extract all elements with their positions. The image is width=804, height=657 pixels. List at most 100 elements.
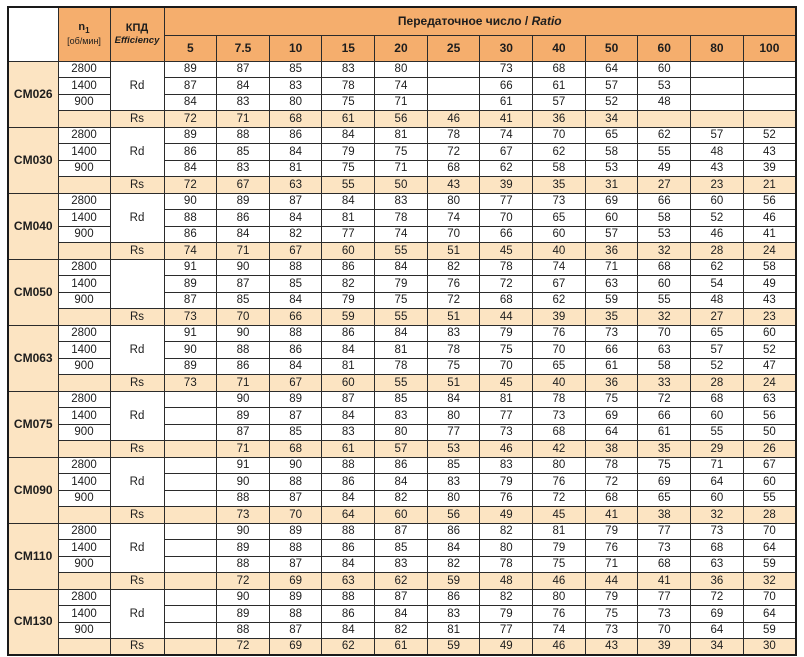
data-row: 1400 89 87 85 82 79 76 72 67 63 60 54 49	[8, 275, 797, 293]
data-row: CM130 2800 Rd 90 89 88 87 86 82 80 79 77 72 70	[7, 588, 797, 656]
value-cell	[163, 588, 218, 606]
speed-cell: 1400	[57, 275, 111, 293]
rs-value-cell: 32	[742, 572, 797, 590]
value-cell: 71	[584, 555, 639, 573]
data-row: 900 88 87 84 82 81 77 74 73 70 64 59	[8, 621, 797, 639]
value-cell: 64	[690, 621, 744, 639]
value-cell: 82	[479, 588, 534, 606]
rs-value-cell: 69	[268, 572, 323, 590]
value-cell: 86	[426, 522, 481, 540]
value-cell: 78	[374, 209, 428, 227]
rs-value-cell: 41	[637, 572, 692, 590]
value-cell: 57	[532, 93, 586, 111]
value-cell: 54	[690, 275, 744, 293]
rs-type-cell: Rs	[109, 374, 165, 392]
value-cell	[426, 93, 481, 111]
value-cell: 90	[216, 258, 270, 276]
rs-value-cell: 71	[216, 242, 270, 260]
value-cell	[163, 473, 218, 491]
rs-value-cell: 27	[690, 308, 744, 326]
value-cell: 81	[321, 357, 376, 375]
value-cell: 68	[690, 390, 744, 408]
rs-value-cell: 73	[163, 308, 218, 326]
value-cell: 85	[426, 456, 481, 474]
value-cell: 76	[584, 539, 639, 557]
rs-value-cell: 38	[637, 506, 692, 524]
value-cell: 83	[374, 192, 428, 210]
value-cell: 89	[216, 407, 270, 425]
value-cell: 73	[532, 407, 586, 425]
ratio-column-header: 7.5	[216, 34, 270, 62]
rs-value-cell: 49	[479, 638, 534, 656]
data-row: 1400 90 88 86 84 83 79 76 72 69 64 60	[8, 473, 797, 491]
value-cell: 89	[163, 60, 218, 78]
value-cell: 56	[742, 192, 797, 210]
value-cell: 62	[479, 159, 534, 177]
value-cell: 72	[426, 143, 481, 161]
value-cell: 83	[268, 77, 323, 95]
rs-value-cell: 46	[479, 440, 534, 458]
value-cell: 58	[742, 258, 797, 276]
value-cell: 79	[584, 522, 639, 540]
value-cell: 85	[216, 143, 270, 161]
value-cell	[690, 77, 744, 95]
value-cell: 89	[163, 357, 218, 375]
data-row: CM075 2800 Rd 90 89 87 85 84 81 78 75 72 68 63	[7, 390, 797, 458]
value-cell: 61	[479, 93, 534, 111]
value-cell: 79	[479, 605, 534, 623]
value-cell: 67	[479, 143, 534, 161]
value-cell	[163, 555, 218, 573]
value-cell: 60	[742, 473, 797, 491]
value-cell: 77	[479, 192, 534, 210]
rs-value-cell: 71	[216, 440, 270, 458]
rs-value-cell: 44	[584, 572, 639, 590]
speed-cell: 1400	[57, 209, 111, 227]
rs-value-cell: 28	[742, 506, 797, 524]
efficiency-type-cell: Rd	[109, 60, 165, 111]
value-cell: 72	[426, 291, 481, 309]
n1-unit-label: [об/мин]	[67, 35, 101, 46]
value-cell: 63	[584, 275, 639, 293]
value-cell: 61	[532, 77, 586, 95]
data-row: CM040 2800 Rd 90 89 87 84 83 80 77 73 69 66 60 56	[7, 192, 797, 260]
speed-cell: 900	[57, 423, 111, 441]
data-row: CM050 2800 91 90 88 86 84 82 78 74 71 68 62 58	[7, 258, 797, 326]
value-cell: 89	[268, 522, 323, 540]
value-cell: 81	[374, 341, 428, 359]
rs-speed-cell	[57, 374, 111, 392]
value-cell: 55	[742, 489, 797, 507]
value-cell: 87	[216, 60, 270, 78]
value-cell: 87	[374, 588, 428, 606]
rs-value-cell: 59	[321, 308, 376, 326]
value-cell: 88	[268, 258, 323, 276]
value-cell: 85	[216, 291, 270, 309]
value-cell: 64	[742, 605, 797, 623]
rs-value-cell: 57	[374, 440, 428, 458]
rs-speed-cell	[57, 308, 111, 326]
rs-value-cell: 36	[532, 110, 586, 128]
value-cell: 65	[584, 126, 639, 144]
value-cell: 87	[321, 390, 376, 408]
value-cell: 89	[268, 390, 323, 408]
rs-value-cell: 74	[163, 242, 218, 260]
value-cell: 84	[321, 126, 376, 144]
value-cell: 48	[690, 291, 744, 309]
rs-value-cell: 38	[584, 440, 639, 458]
value-cell	[690, 60, 744, 78]
value-cell: 64	[584, 60, 639, 78]
value-cell: 83	[479, 456, 534, 474]
rs-value-cell: 53	[426, 440, 481, 458]
value-cell: 83	[216, 93, 270, 111]
value-cell: 70	[742, 588, 797, 606]
rs-value-cell: 36	[584, 374, 639, 392]
rs-type-cell: Rs	[109, 506, 165, 524]
value-cell: 84	[268, 143, 323, 161]
rs-value-cell: 34	[584, 110, 639, 128]
value-cell: 75	[637, 456, 692, 474]
value-cell: 65	[690, 324, 744, 342]
value-cell: 78	[532, 390, 586, 408]
data-row: CM063 2800 Rd 91 90 88 86 84 83 79 76 73 70 65 60	[7, 324, 797, 392]
value-cell: 70	[742, 522, 797, 540]
value-cell: 68	[690, 539, 744, 557]
value-cell: 87	[268, 489, 323, 507]
